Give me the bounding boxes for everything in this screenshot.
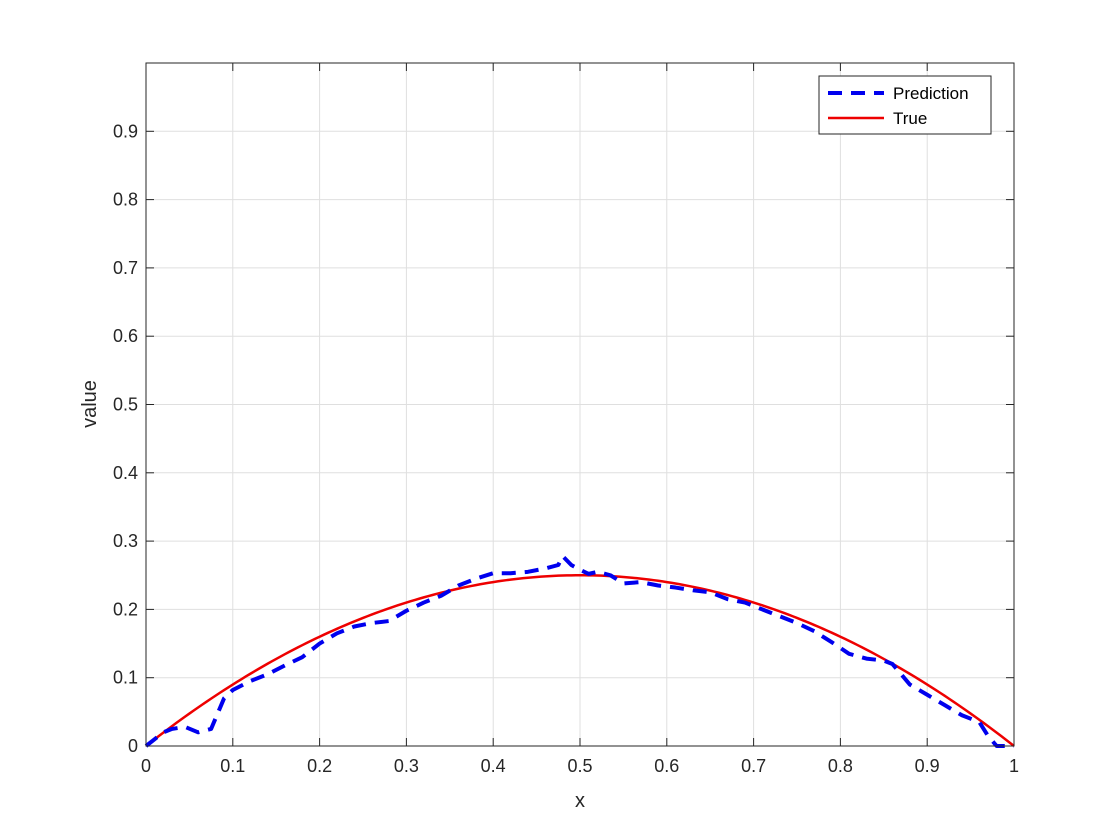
legend: Prediction True [818,75,992,135]
x-tick-label: 0.6 [654,756,679,776]
x-tick-label: 0.3 [394,756,419,776]
y-tick-label: 0.5 [113,395,138,415]
series-prediction-line [144,554,1014,748]
x-tick-label: 0.4 [481,756,506,776]
y-tick-label: 0.9 [113,121,138,141]
x-tick-label: 0.9 [915,756,940,776]
grid [146,63,1014,746]
ticks: 0 0.1 0.2 0.3 0.4 0.5 0.6 0.7 0.8 0.9 1 0 0.1 0.2 0.3 0… [113,63,1019,776]
y-tick-label: 0.7 [113,258,138,278]
legend-label-true: True [893,109,927,128]
y-axis-label: value [79,380,101,428]
series-layer [144,554,1015,748]
x-tick-label: 0.8 [828,756,853,776]
x-tick-label: 0.7 [741,756,766,776]
y-tick-label: 0.8 [113,190,138,210]
legend-box [818,75,992,135]
x-axis-label: x [575,790,585,812]
x-tick-label: 0.1 [220,756,245,776]
y-tick-label: 0.1 [113,668,138,688]
y-tick-label: 0.3 [113,531,138,551]
y-tick-label: 0 [128,736,138,756]
series-true-line [145,573,1015,747]
x-tick-label: 0.5 [567,756,592,776]
x-tick-label: 0 [141,756,151,776]
y-tick-label: 0.4 [113,463,138,483]
y-tick-label: 0.2 [113,599,138,619]
legend-label-prediction: Prediction [893,84,969,103]
y-tick-label: 0.6 [113,326,138,346]
x-tick-label: 1 [1009,756,1019,776]
x-tick-label: 0.2 [307,756,332,776]
